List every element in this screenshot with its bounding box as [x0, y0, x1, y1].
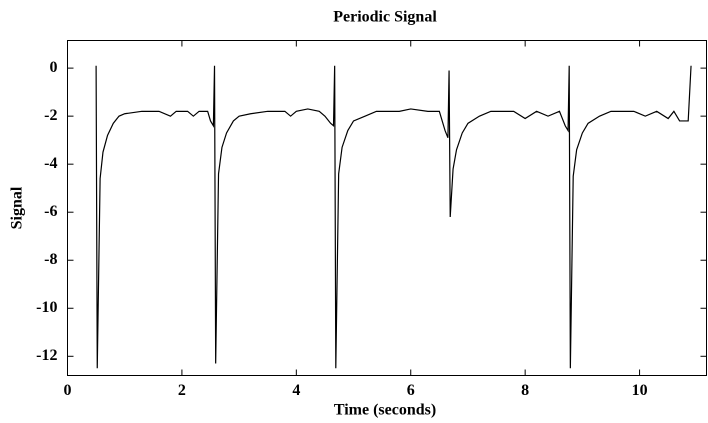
y-tick-label: -8: [44, 251, 57, 268]
x-axis-label: Time (seconds): [334, 402, 436, 419]
y-axis-label: Signal: [9, 186, 26, 229]
x-tick-label: 8: [521, 382, 529, 399]
x-tick-label: 0: [64, 382, 72, 399]
chart-title: Periodic Signal: [333, 9, 437, 26]
y-tick-label: -2: [44, 107, 57, 124]
y-tick-label: -6: [44, 203, 57, 220]
x-tick-label: 10: [632, 382, 648, 399]
y-tick-label: 0: [50, 59, 58, 76]
signal-line: [95, 65, 692, 369]
axes-box: [67, 40, 707, 376]
y-tick-label: -4: [44, 155, 57, 172]
y-tick-label: -10: [36, 299, 57, 316]
x-tick-label: 6: [407, 382, 415, 399]
x-tick-label: 4: [292, 382, 300, 399]
y-tick-label: -12: [36, 347, 57, 364]
x-tick-label: 2: [178, 382, 186, 399]
